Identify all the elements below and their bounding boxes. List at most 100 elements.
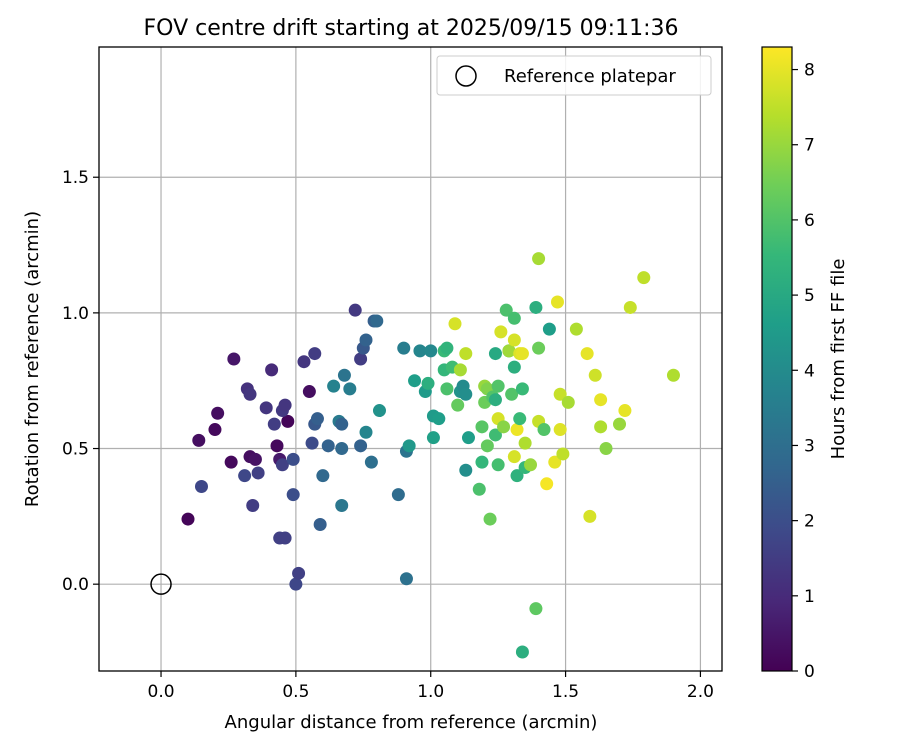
legend-open-circle-icon — [455, 65, 477, 87]
x-tick-label: 1.0 — [417, 682, 444, 702]
chart-title: FOV centre drift starting at 2025/09/15 … — [144, 16, 679, 41]
data-point — [308, 347, 322, 361]
data-point — [289, 577, 303, 591]
data-point — [502, 344, 516, 358]
data-point — [227, 352, 241, 366]
data-point — [529, 300, 543, 314]
colorbar-ticks: 0 1 2 3 4 5 6 7 8 — [792, 61, 815, 682]
data-point — [515, 347, 529, 361]
colorbar-tick-label: 1 — [804, 587, 815, 607]
data-point — [364, 455, 378, 469]
data-point — [267, 417, 281, 431]
data-point — [327, 379, 341, 393]
data-point — [491, 379, 505, 393]
data-point — [472, 482, 486, 496]
colorbar-tick-label: 0 — [804, 662, 815, 682]
colorbar-tick-label: 4 — [804, 361, 815, 381]
data-point — [553, 423, 567, 437]
data-point — [391, 488, 405, 502]
data-point — [499, 303, 513, 317]
colorbar-tick-label: 6 — [804, 211, 815, 231]
data-point — [553, 387, 567, 401]
data-point — [461, 431, 475, 445]
colorbar-gradient — [761, 46, 793, 672]
data-point — [561, 395, 575, 409]
data-point — [337, 368, 351, 382]
legend: Reference platepar — [436, 55, 712, 96]
data-point — [246, 499, 260, 513]
x-tick-label: 1.5 — [552, 682, 579, 702]
data-point — [475, 420, 489, 434]
y-axis-label: Rotation from reference (arcmin) — [22, 211, 43, 507]
x-axis-ticks: 0.0 0.5 1.0 1.5 2.0 — [148, 671, 714, 702]
y-tick-label: 0.0 — [62, 575, 89, 595]
data-point — [451, 398, 465, 412]
data-point — [335, 417, 349, 431]
data-point — [359, 333, 373, 347]
data-point — [432, 412, 446, 426]
data-point — [666, 368, 680, 382]
data-point — [497, 420, 511, 434]
data-point — [297, 355, 311, 369]
data-point — [542, 322, 556, 336]
legend-label: Reference platepar — [504, 66, 676, 87]
data-point — [292, 566, 306, 580]
data-point — [453, 363, 467, 377]
plot-frame — [98, 46, 723, 672]
data-point — [532, 341, 546, 355]
data-point — [426, 431, 440, 445]
data-point — [532, 252, 546, 266]
data-point — [507, 450, 521, 464]
data-point — [594, 393, 608, 407]
data-point — [397, 341, 411, 355]
data-point — [408, 374, 422, 388]
data-point — [613, 417, 627, 431]
data-point — [488, 393, 502, 407]
data-point — [275, 458, 289, 472]
data-point — [372, 404, 386, 418]
data-point — [335, 499, 349, 513]
data-point — [583, 509, 597, 523]
data-point — [491, 458, 505, 472]
colorbar-tick-label: 8 — [804, 61, 815, 81]
data-point — [537, 423, 551, 437]
data-point — [281, 414, 295, 428]
data-point — [211, 406, 225, 420]
data-point — [623, 300, 637, 314]
data-point — [515, 382, 529, 396]
data-point — [243, 387, 257, 401]
data-point — [348, 303, 362, 317]
data-point — [510, 469, 524, 483]
data-point — [286, 452, 300, 466]
data-point — [475, 455, 489, 469]
data-point — [335, 442, 349, 456]
data-point — [440, 382, 454, 396]
data-point — [507, 333, 521, 347]
data-point — [440, 341, 454, 355]
data-point — [524, 458, 538, 472]
data-point — [251, 466, 265, 480]
data-point — [421, 376, 435, 390]
data-point — [599, 442, 613, 456]
data-point — [618, 404, 632, 418]
data-point — [459, 387, 473, 401]
data-point — [248, 452, 262, 466]
data-point — [515, 645, 529, 659]
data-point — [310, 412, 324, 426]
data-point — [488, 347, 502, 361]
data-point — [343, 382, 357, 396]
data-point — [518, 436, 532, 450]
data-point — [208, 423, 222, 437]
y-axis-ticks: 0.0 0.5 1.0 1.5 — [62, 168, 99, 595]
colorbar-tick-label: 7 — [804, 136, 815, 156]
x-tick-label: 0.5 — [282, 682, 309, 702]
data-point — [505, 387, 519, 401]
y-tick-label: 1.5 — [62, 168, 89, 188]
data-point — [540, 477, 554, 491]
data-point — [637, 271, 651, 285]
data-point — [192, 433, 206, 447]
data-point — [259, 401, 273, 415]
data-point — [588, 368, 602, 382]
data-point — [305, 436, 319, 450]
